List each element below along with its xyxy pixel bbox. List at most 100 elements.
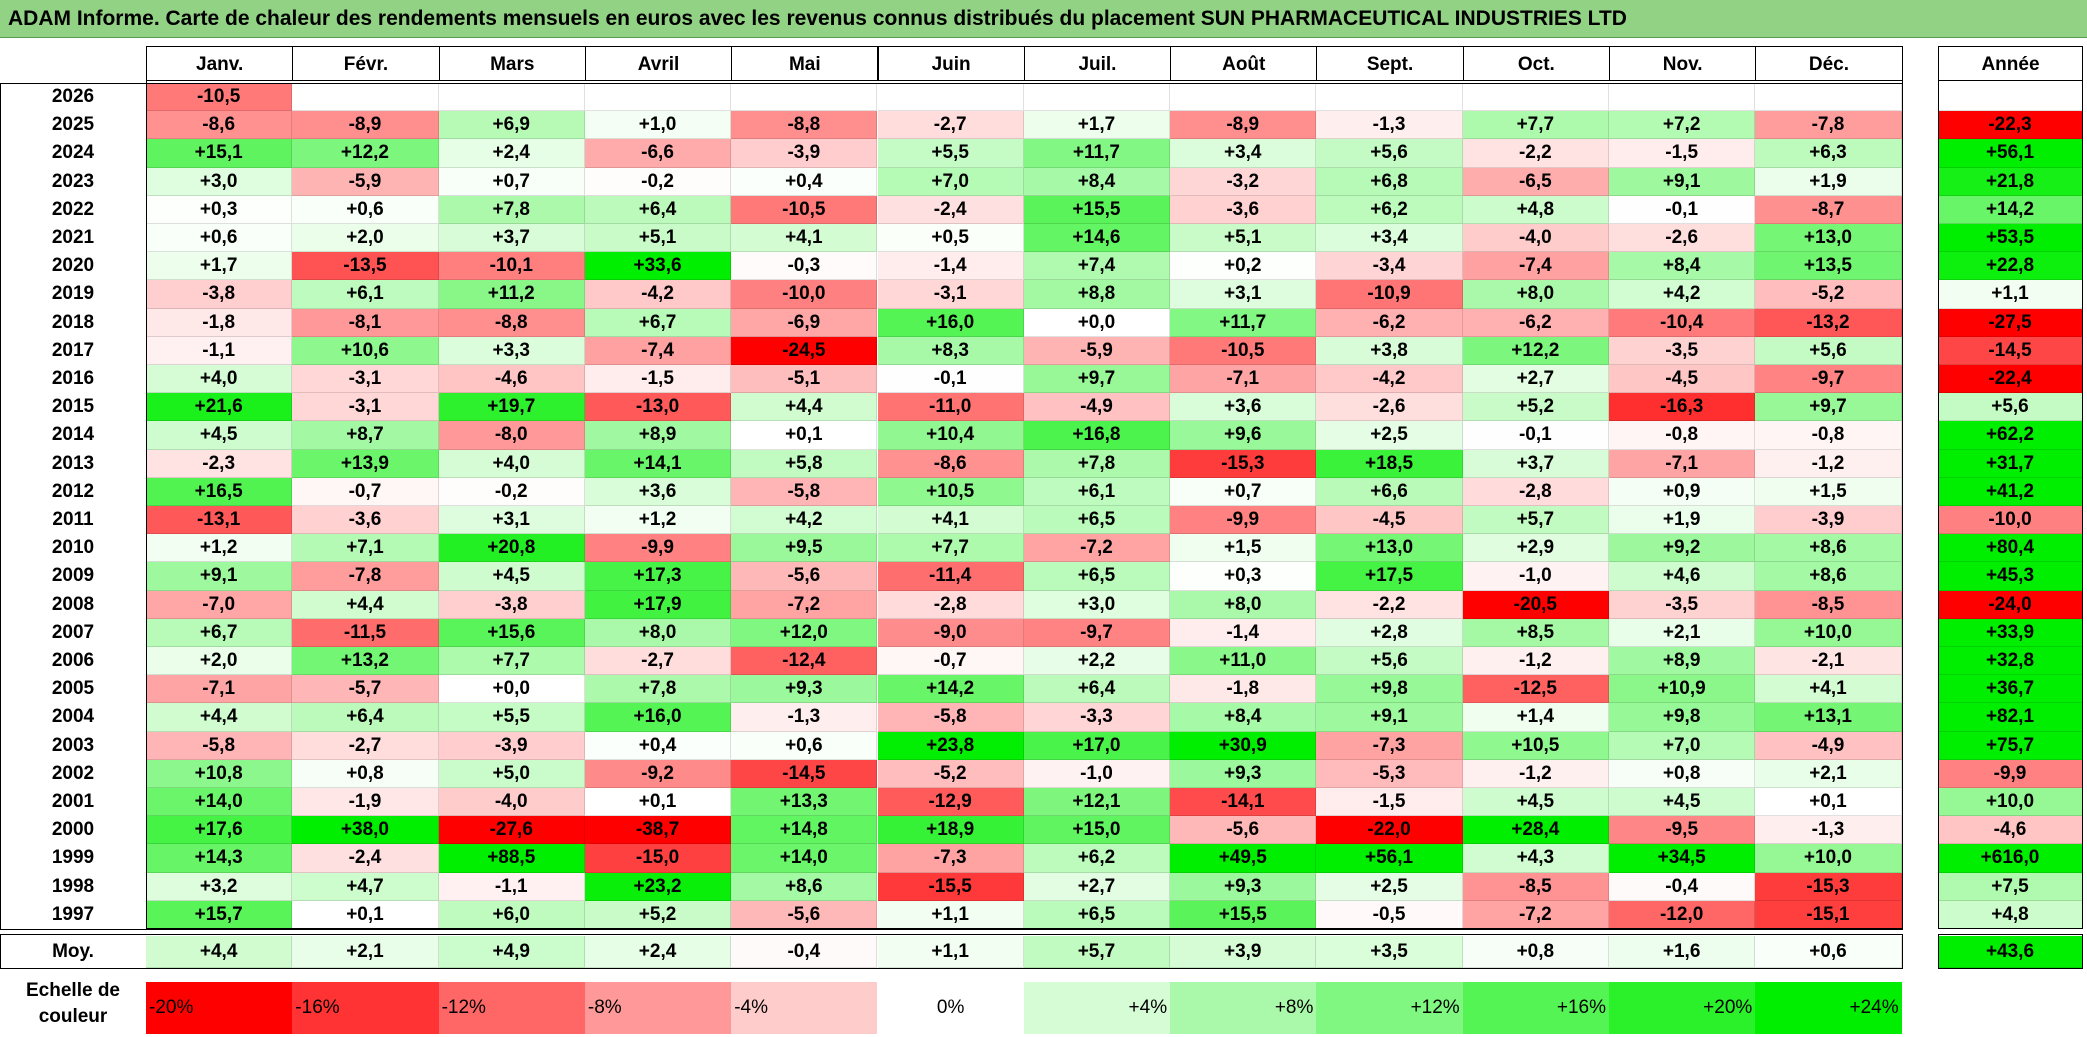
heatmap-cell: -3,2: [1170, 167, 1317, 196]
heatmap-cell: +9,1: [1316, 703, 1463, 732]
heatmap-cell: -3,9: [1755, 506, 1902, 535]
heatmap-cell: +23,2: [584, 872, 732, 901]
heatmap-cell: -20,5: [1462, 590, 1609, 619]
heatmap-cell: -0,1: [877, 365, 1024, 394]
annual-cell: -27,5: [1938, 308, 2083, 337]
heatmap-cell: -10,5: [1170, 336, 1317, 365]
heatmap-cell: -10,5: [731, 195, 878, 224]
heatmap-cell: -12,0: [1609, 900, 1756, 929]
heatmap-cell: -4,6: [438, 365, 585, 394]
month-header: Mai: [731, 46, 879, 81]
heatmap-cell: -1,9: [292, 788, 439, 817]
heatmap-cell: +3,7: [1462, 449, 1609, 478]
heatmap-cell: -5,7: [292, 675, 439, 704]
heatmap-cell: +0,0: [1023, 308, 1171, 337]
heatmap-cell: +7,4: [1023, 252, 1171, 281]
annual-cell: +4,8: [1938, 900, 2083, 929]
heatmap-cell: +7,7: [438, 647, 585, 676]
heatmap-cell: +8,6: [1755, 562, 1902, 591]
heatmap-cell: -1,1: [438, 872, 585, 901]
heatmap-cell: -3,1: [292, 393, 439, 422]
heatmap-cell: -15,5: [877, 872, 1024, 901]
heatmap-cell: +23,8: [877, 731, 1024, 760]
year-label: 2012: [51, 480, 95, 502]
heatmap-cell: -1,5: [1316, 788, 1463, 817]
heatmap-cell: +5,6: [1316, 647, 1463, 676]
heatmap-cell: +5,6: [1316, 139, 1463, 168]
heatmap-cell: +8,6: [731, 872, 878, 901]
heatmap-cell: -14,1: [1170, 788, 1317, 817]
color-scale-stop: +20%: [1609, 982, 1756, 1034]
color-scale-stop: -8%: [584, 982, 732, 1034]
heatmap-cell: +5,2: [584, 900, 732, 929]
heatmap-cell: +3,0: [1023, 590, 1171, 619]
heatmap-cell: -5,3: [1316, 759, 1463, 788]
heatmap-cell: +0,8: [292, 759, 439, 788]
heatmap-cell: +12,2: [1462, 336, 1609, 365]
heatmap-cell: -7,2: [731, 590, 878, 619]
heatmap-cell: -10,4: [1609, 308, 1756, 337]
heatmap-cell: +8,3: [877, 336, 1024, 365]
annual-cell: -24,0: [1938, 590, 2083, 619]
heatmap-cell: -11,5: [292, 618, 439, 647]
heatmap-cell: +15,6: [438, 618, 585, 647]
heatmap-cell: -0,2: [438, 477, 585, 506]
heatmap-cell: [1755, 83, 1902, 112]
heatmap-cell: [292, 83, 439, 112]
heatmap-cell: +3,7: [438, 224, 585, 253]
heatmap-cell: [1170, 83, 1317, 112]
heatmap-cell: +9,3: [731, 675, 878, 704]
heatmap-cell: -7,4: [584, 336, 732, 365]
heatmap-cell: -27,6: [438, 816, 585, 845]
heatmap-cell: +4,0: [146, 365, 293, 394]
annual-cell: +82,1: [1938, 703, 2083, 732]
heatmap-cell: -7,3: [1316, 731, 1463, 760]
heatmap-cell: +17,6: [146, 816, 293, 845]
year-label: 2013: [51, 452, 95, 474]
month-header: Sept.: [1316, 46, 1464, 81]
heatmap-cell: +6,4: [292, 703, 439, 732]
heatmap-cell: +14,8: [731, 816, 878, 845]
heatmap-cell: +13,2: [292, 647, 439, 676]
heatmap-cell: +2,5: [1316, 421, 1463, 450]
year-label: 2007: [51, 621, 95, 643]
heatmap-cell: +17,9: [584, 590, 732, 619]
heatmap-cell: -13,5: [292, 252, 439, 281]
heatmap-cell: -3,8: [438, 590, 585, 619]
heatmap-cell: -9,9: [1170, 506, 1317, 535]
heatmap-cell: +3,6: [584, 477, 732, 506]
heatmap-cell: -38,7: [584, 816, 732, 845]
heatmap-cell: -3,3: [1023, 703, 1171, 732]
heatmap-cell: -2,7: [584, 647, 732, 676]
heatmap-cell: +7,0: [877, 167, 1024, 196]
heatmap-cell: +13,0: [1755, 224, 1902, 253]
heatmap-cell: -1,2: [1462, 647, 1609, 676]
heatmap-cell: +6,9: [438, 111, 585, 140]
average-cell: +4,9: [438, 936, 585, 968]
heatmap-cell: +7,7: [877, 534, 1024, 563]
heatmap-cell: -5,6: [731, 900, 878, 929]
heatmap-cell: -7,3: [877, 844, 1024, 873]
heatmap-cell: +4,4: [731, 393, 878, 422]
heatmap-cell: -5,1: [731, 365, 878, 394]
heatmap-cell: -8,8: [438, 308, 585, 337]
heatmap-cell: +4,1: [1755, 675, 1902, 704]
heatmap-cell: -9,7: [1023, 618, 1171, 647]
heatmap-cell: +19,7: [438, 393, 585, 422]
heatmap-cell: +0,6: [292, 195, 439, 224]
average-cell: +0,8: [1462, 936, 1609, 968]
heatmap-cell: -2,7: [292, 731, 439, 760]
heatmap-cell: +12,2: [292, 139, 439, 168]
heatmap-cell: +4,5: [438, 562, 585, 591]
color-scale-label: Echelle de couleur: [0, 978, 146, 1030]
heatmap-cell: -11,0: [877, 393, 1024, 422]
heatmap-cell: +17,3: [584, 562, 732, 591]
heatmap-cell: +2,4: [438, 139, 585, 168]
heatmap-cell: -8,6: [146, 111, 293, 140]
heatmap-cell: -8,6: [877, 449, 1024, 478]
heatmap-cell: -8,9: [292, 111, 439, 140]
heatmap-cell: -14,5: [731, 759, 878, 788]
year-label: 2025: [51, 114, 95, 136]
annual-cell: -22,3: [1938, 111, 2083, 140]
heatmap-cell: +12,1: [1023, 788, 1171, 817]
